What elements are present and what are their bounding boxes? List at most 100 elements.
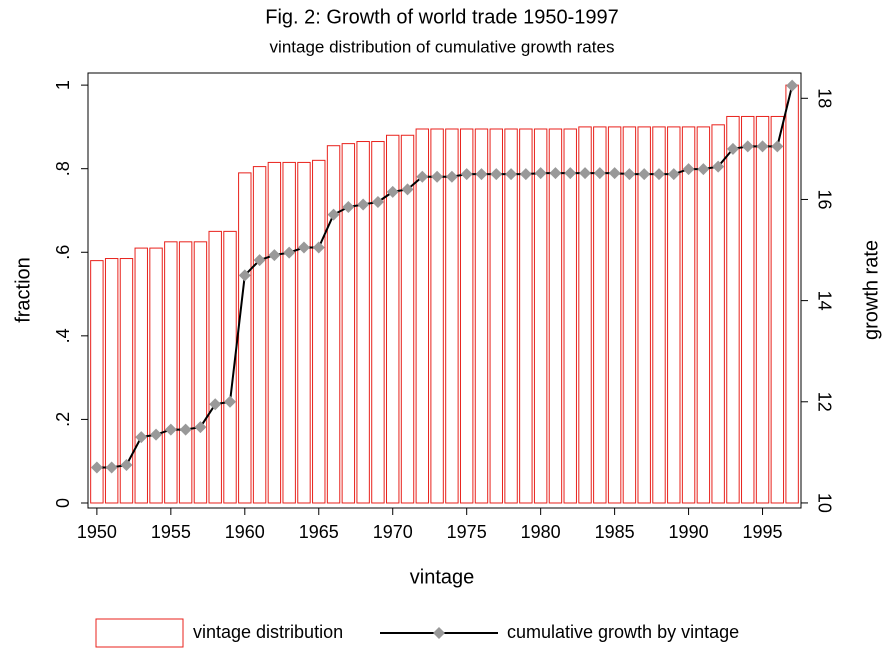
marker [371,195,384,208]
marker [283,246,296,259]
marker [327,208,340,221]
marker [682,163,695,176]
bar [400,134,415,504]
marker [786,79,799,92]
bar [696,126,711,504]
bar [341,143,356,504]
marker [638,168,651,181]
marker [741,140,754,153]
y-tick-label: 1 [53,80,73,90]
marker [357,198,370,211]
x-tick-label: 1970 [373,522,413,542]
bar [667,126,681,504]
marker [460,168,473,181]
marker [652,168,665,181]
marker [579,167,592,180]
chart-title: Fig. 2: Growth of world trade 1950-1997 [265,6,619,28]
marker [697,163,710,176]
marker [401,183,414,196]
bar [770,115,785,504]
marker [253,254,266,267]
bar [134,247,148,504]
marker [312,241,325,254]
marker [608,167,621,180]
bar [681,126,696,504]
marker [445,170,458,183]
marker [150,428,163,441]
bar [371,141,385,504]
marker [726,142,739,155]
x-tick-label: 1950 [77,522,117,542]
marker [90,461,103,474]
bar [312,159,326,504]
bar [326,145,341,504]
y-tick-label: 0 [53,498,73,508]
marker [593,167,606,180]
marker [135,431,148,444]
y2-tick-label: 14 [814,291,834,311]
bar [622,126,637,504]
marker [534,167,547,180]
y2-tick-label: 12 [814,392,834,412]
y2-tick-label: 10 [814,493,834,513]
bar [164,241,178,504]
marker [756,140,769,153]
marker [342,201,355,214]
marker [549,167,562,180]
bar [208,230,222,504]
bar [119,258,134,504]
bar [504,128,518,504]
bar [178,241,193,504]
bar [711,124,725,504]
bar [785,84,799,504]
plot-frame [87,72,802,509]
marker [224,395,237,408]
x-tick-label: 1965 [299,522,339,542]
bar [563,128,577,504]
y-tick-label: .2 [53,412,73,427]
legend-label: cumulative growth by vintage [507,622,739,642]
bar [238,172,252,504]
x-axis-label: vintage [410,566,475,588]
bar [459,128,474,504]
x-tick-label: 1975 [447,522,487,542]
x-tick-label: 1995 [743,522,783,542]
marker [564,167,577,180]
legend-swatch [433,627,445,639]
y2-tick-label: 18 [814,88,834,108]
marker [120,459,133,472]
bar [193,241,208,504]
bar [386,134,400,504]
bar [593,126,607,504]
y-tick-label: .4 [53,328,73,343]
x-tick-label: 1980 [521,522,561,542]
marker [475,168,488,181]
bar [519,128,533,504]
y-tick-label: .8 [53,161,73,176]
bar [726,115,740,504]
x-tick-label: 1960 [225,522,265,542]
marker [194,421,207,434]
marker [386,185,399,198]
bar [652,126,666,504]
bar [755,115,770,504]
marker [179,423,192,436]
bar [104,258,119,504]
bar [430,128,444,504]
marker [268,249,281,262]
marker [164,423,177,436]
y2-axis-label: growth rate [860,240,882,340]
x-tick-label: 1985 [595,522,635,542]
marker [416,170,429,183]
marker [209,398,222,411]
marker [105,461,118,474]
bar [149,247,163,504]
y-axis-label: fraction [12,257,34,323]
bar [607,126,622,504]
bar [741,115,755,504]
marker [712,160,725,173]
marker [519,168,532,181]
marker [771,140,784,153]
legend-label: vintage distribution [193,622,343,642]
